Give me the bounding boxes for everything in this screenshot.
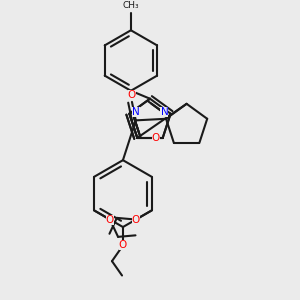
Text: O: O xyxy=(119,241,127,250)
Text: CH₃: CH₃ xyxy=(123,1,139,10)
Text: O: O xyxy=(106,214,114,225)
Text: N: N xyxy=(160,107,168,117)
Text: O: O xyxy=(128,90,136,100)
Text: N: N xyxy=(160,107,168,117)
Text: O: O xyxy=(132,214,140,225)
Text: N: N xyxy=(132,107,140,117)
Text: O: O xyxy=(152,133,160,143)
